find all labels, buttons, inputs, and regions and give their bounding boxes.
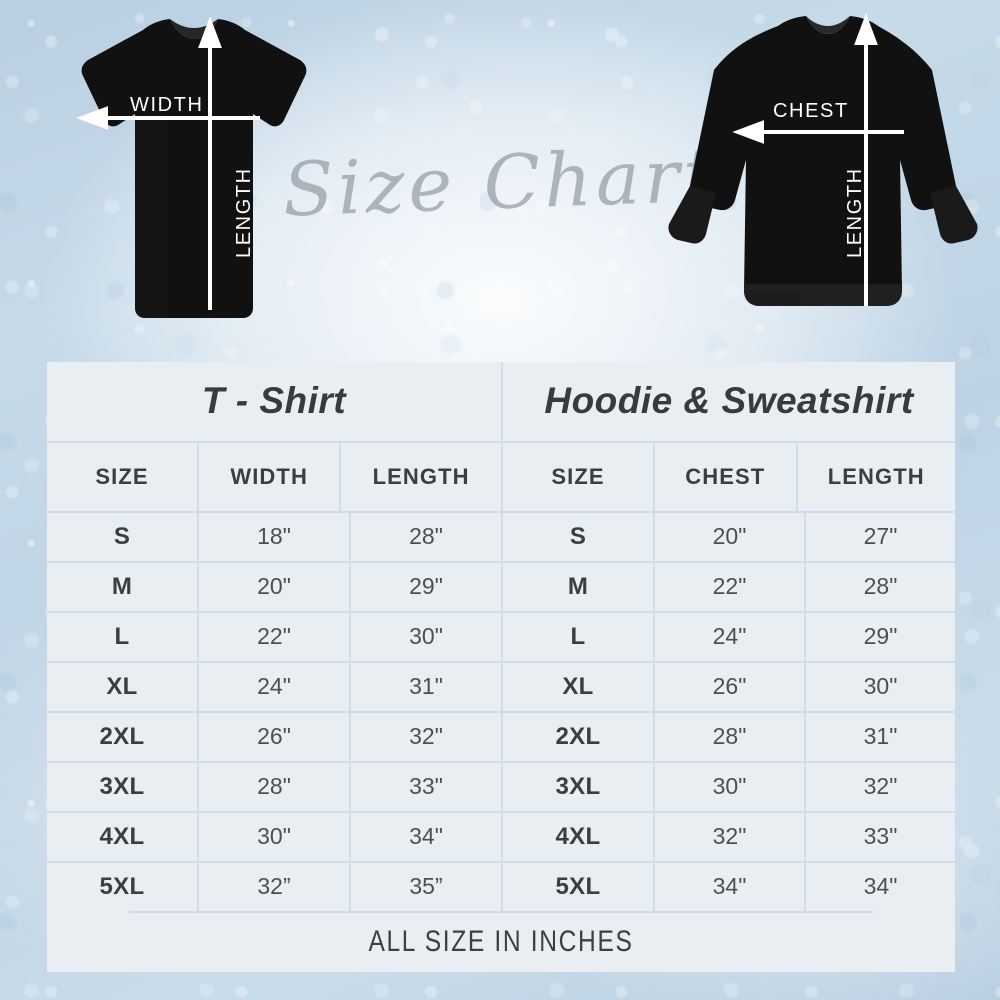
tshirt-header-length: LENGTH — [339, 442, 502, 511]
hoodie-table: SIZE CHEST LENGTH S 20" 27" M 22" 28" L … — [501, 440, 956, 911]
cell-size: 3XL — [47, 762, 197, 811]
table-row: 3XL 28" 33" — [47, 760, 501, 811]
tshirt-header-row: SIZE WIDTH LENGTH — [47, 440, 502, 511]
cell-length: 34" — [349, 812, 501, 861]
cell-width: 18" — [197, 512, 349, 561]
table-row: 3XL 30" 32" — [503, 760, 955, 811]
cell-width: 32” — [197, 862, 349, 911]
cell-size: M — [503, 562, 653, 611]
cell-length: 30" — [804, 662, 955, 711]
sweatshirt-figure: CHEST LENGTH — [660, 8, 980, 348]
table-row: S 18" 28" — [47, 510, 501, 561]
cell-chest: 30" — [653, 762, 804, 811]
cell-length: 31" — [349, 662, 501, 711]
table-row: L 24" 29" — [503, 610, 955, 661]
table-row: 5XL 32” 35” — [47, 860, 501, 911]
cell-size: S — [47, 512, 197, 561]
cell-width: 22" — [197, 612, 349, 661]
cell-length: 33" — [804, 812, 955, 861]
cell-chest: 24" — [653, 612, 804, 661]
hoodie-header-size: SIZE — [503, 442, 653, 511]
table-row: XL 26" 30" — [503, 660, 955, 711]
cell-chest: 32" — [653, 812, 804, 861]
hoodie-header-chest: CHEST — [653, 442, 796, 511]
cell-width: 30" — [197, 812, 349, 861]
cell-size: 5XL — [47, 862, 197, 911]
cell-size: 4XL — [47, 812, 197, 861]
cell-chest: 28" — [653, 712, 804, 761]
all-size-in-inches-note: ALL SIZE IN INCHES — [128, 910, 874, 972]
cell-length: 30" — [349, 612, 501, 661]
table-row: 4XL 30" 34" — [47, 810, 501, 861]
sweatshirt-dimension-lines — [732, 13, 904, 306]
tshirt-figure: WIDTH LENGTH — [38, 8, 348, 348]
cell-chest: 22" — [653, 562, 804, 611]
tshirt-width-label: WIDTH — [130, 94, 204, 116]
cell-length: 28" — [804, 562, 955, 611]
cell-size: XL — [47, 662, 197, 711]
table-row: 2XL 26" 32" — [47, 710, 501, 761]
cell-size: L — [47, 612, 197, 661]
cell-length: 31" — [804, 712, 955, 761]
table-row: M 22" 28" — [503, 560, 955, 611]
tshirt-header-width: WIDTH — [197, 442, 340, 511]
tshirt-table-title: T - Shirt — [47, 362, 501, 441]
table-row: XL 24" 31" — [47, 660, 501, 711]
cell-length: 32" — [349, 712, 501, 761]
cell-length: 28" — [349, 512, 501, 561]
cell-size: 4XL — [503, 812, 653, 861]
table-row: L 22" 30" — [47, 610, 501, 661]
sweatshirt-length-label: LENGTH — [844, 167, 866, 258]
tshirt-table: SIZE WIDTH LENGTH S 18" 28" M 20" 29" L … — [47, 440, 502, 911]
cell-size: L — [503, 612, 653, 661]
cell-size: S — [503, 512, 653, 561]
cell-chest: 34" — [653, 862, 804, 911]
tshirt-dimension-lines — [76, 16, 260, 310]
table-row: S 20" 27" — [503, 510, 955, 561]
cell-size: 2XL — [503, 712, 653, 761]
hoodie-table-title: Hoodie & Sweatshirt — [501, 362, 955, 441]
cell-chest: 26" — [653, 662, 804, 711]
tshirt-icon — [81, 19, 307, 318]
sweatshirt-chest-label: CHEST — [773, 100, 849, 122]
table-row: 4XL 32" 33" — [503, 810, 955, 861]
table-row: 2XL 28" 31" — [503, 710, 955, 761]
cell-width: 26" — [197, 712, 349, 761]
cell-width: 24" — [197, 662, 349, 711]
cell-width: 20" — [197, 562, 349, 611]
cell-length: 29" — [804, 612, 955, 661]
cell-size: M — [47, 562, 197, 611]
cell-size: 3XL — [503, 762, 653, 811]
cell-length: 32" — [804, 762, 955, 811]
cell-length: 34" — [804, 862, 955, 911]
tshirt-header-size: SIZE — [47, 442, 197, 511]
hoodie-header-length: LENGTH — [795, 442, 956, 511]
size-chart-table: T - Shirt Hoodie & Sweatshirt SIZE WIDTH… — [47, 362, 956, 972]
cell-chest: 20" — [653, 512, 804, 561]
sweatshirt-icon — [668, 16, 978, 306]
cell-length: 35” — [349, 862, 501, 911]
table-body: SIZE WIDTH LENGTH S 18" 28" M 20" 29" L … — [47, 440, 956, 911]
cell-width: 28" — [197, 762, 349, 811]
cell-length: 27" — [804, 512, 955, 561]
cell-length: 33" — [349, 762, 501, 811]
cell-size: 5XL — [503, 862, 653, 911]
table-titles-row: T - Shirt Hoodie & Sweatshirt — [47, 362, 955, 441]
hoodie-header-row: SIZE CHEST LENGTH — [503, 440, 956, 511]
tshirt-length-label: LENGTH — [233, 167, 255, 258]
table-row: 5XL 34" 34" — [503, 860, 955, 911]
table-row: M 20" 29" — [47, 560, 501, 611]
cell-size: 2XL — [47, 712, 197, 761]
cell-size: XL — [503, 662, 653, 711]
cell-length: 29" — [349, 562, 501, 611]
